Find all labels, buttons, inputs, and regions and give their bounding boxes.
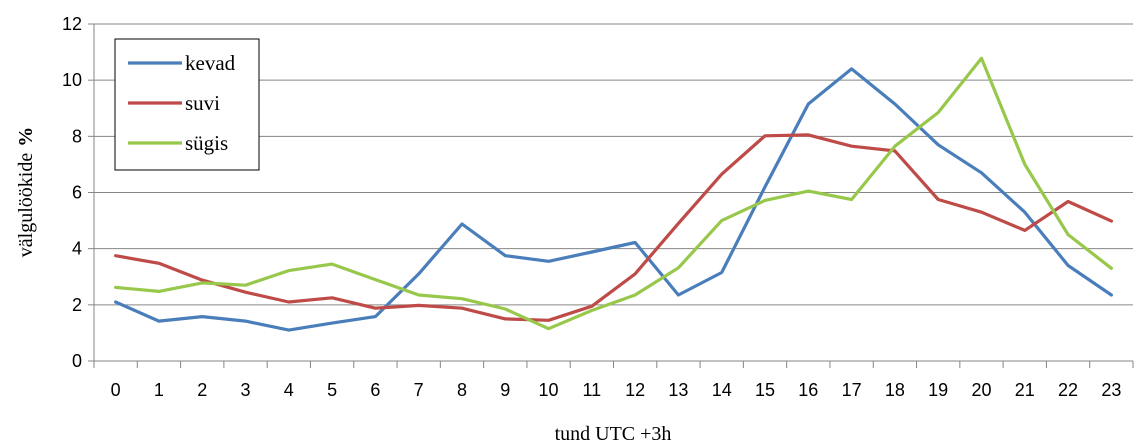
x-tick-label: 20 xyxy=(971,380,991,400)
x-tick-label: 3 xyxy=(241,380,251,400)
series-line-suvi xyxy=(113,133,1114,322)
y-tick-label: 4 xyxy=(72,239,82,259)
x-tick-label: 17 xyxy=(842,380,862,400)
series-lines xyxy=(113,56,1114,332)
x-tick-label: 0 xyxy=(111,380,121,400)
y-tick-label: 8 xyxy=(72,126,82,146)
y-axis-unit: % xyxy=(15,127,37,147)
x-tick-label: 14 xyxy=(712,380,732,400)
y-axis-title-text: välgulöökide xyxy=(15,153,37,258)
x-tick-label: 2 xyxy=(197,380,207,400)
legend-label: suvi xyxy=(185,91,220,115)
x-tick-label: 8 xyxy=(457,380,467,400)
x-tick-label: 19 xyxy=(928,380,948,400)
x-tick-label: 10 xyxy=(539,380,559,400)
x-tick-label: 9 xyxy=(500,380,510,400)
x-tick-label: 15 xyxy=(755,380,775,400)
x-tick-label: 23 xyxy=(1101,380,1121,400)
x-axis-title: tund UTC +3h xyxy=(555,423,672,444)
y-tick-label: 6 xyxy=(72,183,82,203)
x-tick-label: 18 xyxy=(885,380,905,400)
legend-label: sügis xyxy=(185,131,228,155)
x-tick-label: 11 xyxy=(583,380,602,400)
x-tick-label: 6 xyxy=(370,380,380,400)
y-tick-labels: 0 2 4 6 8 10 12 xyxy=(62,14,82,371)
y-tick-label: 0 xyxy=(72,351,82,371)
x-tick-label: 12 xyxy=(625,380,645,400)
y-tick-label: 12 xyxy=(62,14,82,34)
axes xyxy=(88,23,1134,368)
x-tick-label: 13 xyxy=(668,380,688,400)
x-tick-label: 16 xyxy=(798,380,818,400)
x-tick-label: 22 xyxy=(1058,380,1078,400)
y-tick-label: 2 xyxy=(72,295,82,315)
y-axis-title: välgulöökide% xyxy=(15,127,37,257)
y-tick-label: 10 xyxy=(62,70,82,90)
x-tick-labels: 0 1 2 3 4 5 6 7 8 9 10 11 12 13 14 15 16 17 18 19 20 21 22 23 xyxy=(111,380,1122,400)
x-tick-label: 7 xyxy=(414,380,424,400)
x-tick-label: 5 xyxy=(327,380,337,400)
x-tick-label: 21 xyxy=(1015,380,1035,400)
x-tick-label: 1 xyxy=(154,380,164,400)
series-line-sügis xyxy=(113,56,1114,331)
legend: kevad suvi sügis xyxy=(114,38,260,171)
series-line-kevad xyxy=(113,67,1114,332)
x-tick-label: 4 xyxy=(284,380,294,400)
legend-label: kevad xyxy=(185,51,236,75)
